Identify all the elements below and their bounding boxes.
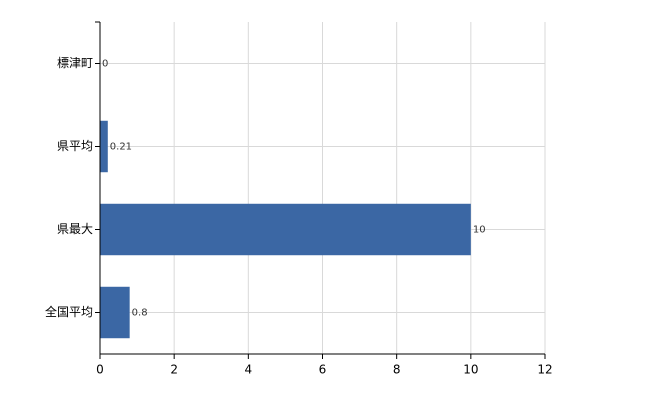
x-tick-label: 0 <box>96 363 104 377</box>
value-label: 0.8 <box>132 308 148 319</box>
value-label: 0 <box>102 59 108 70</box>
bar <box>100 286 130 339</box>
bar <box>100 120 108 173</box>
x-tick-label: 4 <box>245 363 253 377</box>
x-tick-label: 10 <box>463 363 478 377</box>
y-tick-label: 標津町 <box>57 56 93 70</box>
y-tick-label: 県平均 <box>57 139 93 153</box>
x-tick-label: 2 <box>170 363 178 377</box>
y-tick-label: 全国平均 <box>45 304 93 319</box>
y-tick-label: 県最大 <box>57 222 93 236</box>
x-tick-label: 8 <box>393 363 401 377</box>
value-label: 10 <box>473 225 486 236</box>
x-tick-label: 12 <box>537 363 552 377</box>
value-label: 0.21 <box>110 142 132 153</box>
bar <box>100 203 471 256</box>
x-tick-label: 6 <box>319 363 327 377</box>
